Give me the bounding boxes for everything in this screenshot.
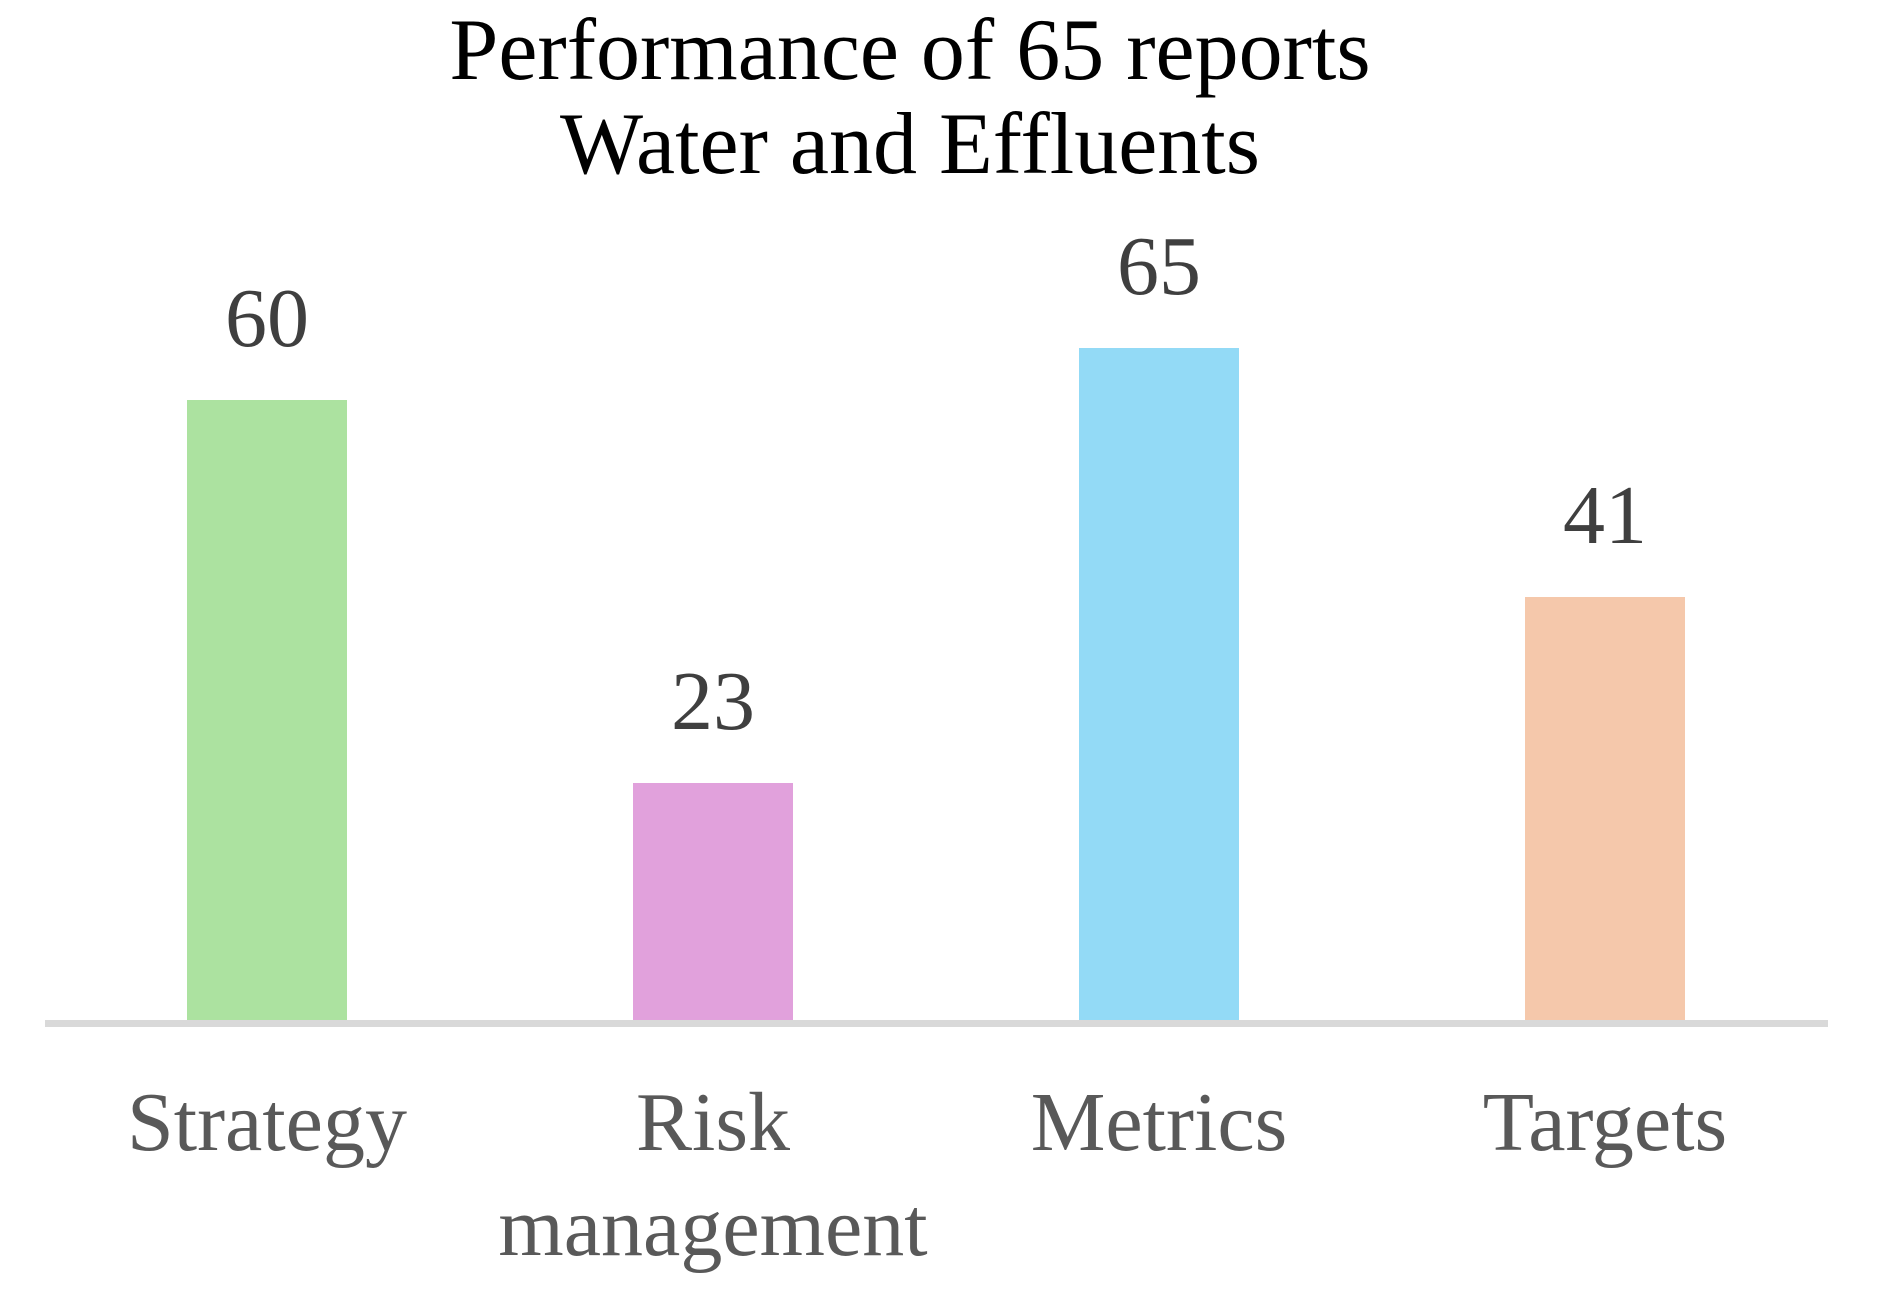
category-axis-labels: Strategy Risk management Metrics Targets	[44, 1070, 1828, 1280]
category-label-strategy: Strategy	[127, 1076, 407, 1169]
chart-title-line-2: Water and Effluents	[560, 96, 1260, 194]
value-label-metrics: 65	[1117, 220, 1201, 313]
value-label-risk-management: 23	[671, 655, 755, 748]
column-strategy: 60	[44, 0, 490, 1021]
column-metrics: 65	[936, 0, 1382, 1021]
value-label-strategy: 60	[225, 272, 309, 365]
category-label-targets: Targets	[1482, 1076, 1728, 1169]
bar-risk-management	[633, 783, 793, 1021]
plot-area: 60 23 65 41	[44, 0, 1828, 1021]
column-targets: 41	[1382, 0, 1828, 1021]
bar-metrics	[1079, 348, 1239, 1021]
chart-title-line-1: Performance of 65 reports	[449, 2, 1371, 99]
bar-targets	[1525, 597, 1685, 1021]
x-axis-line	[45, 1020, 1828, 1027]
bar-strategy	[187, 400, 347, 1021]
category-label-risk-management: Risk management	[498, 1076, 928, 1274]
value-label-targets: 41	[1563, 469, 1647, 562]
chart-title: Performance of 65 reports Water and Effl…	[28, 2, 1792, 194]
column-risk-management: 23	[490, 0, 936, 1021]
category-label-metrics: Metrics	[1030, 1076, 1288, 1169]
